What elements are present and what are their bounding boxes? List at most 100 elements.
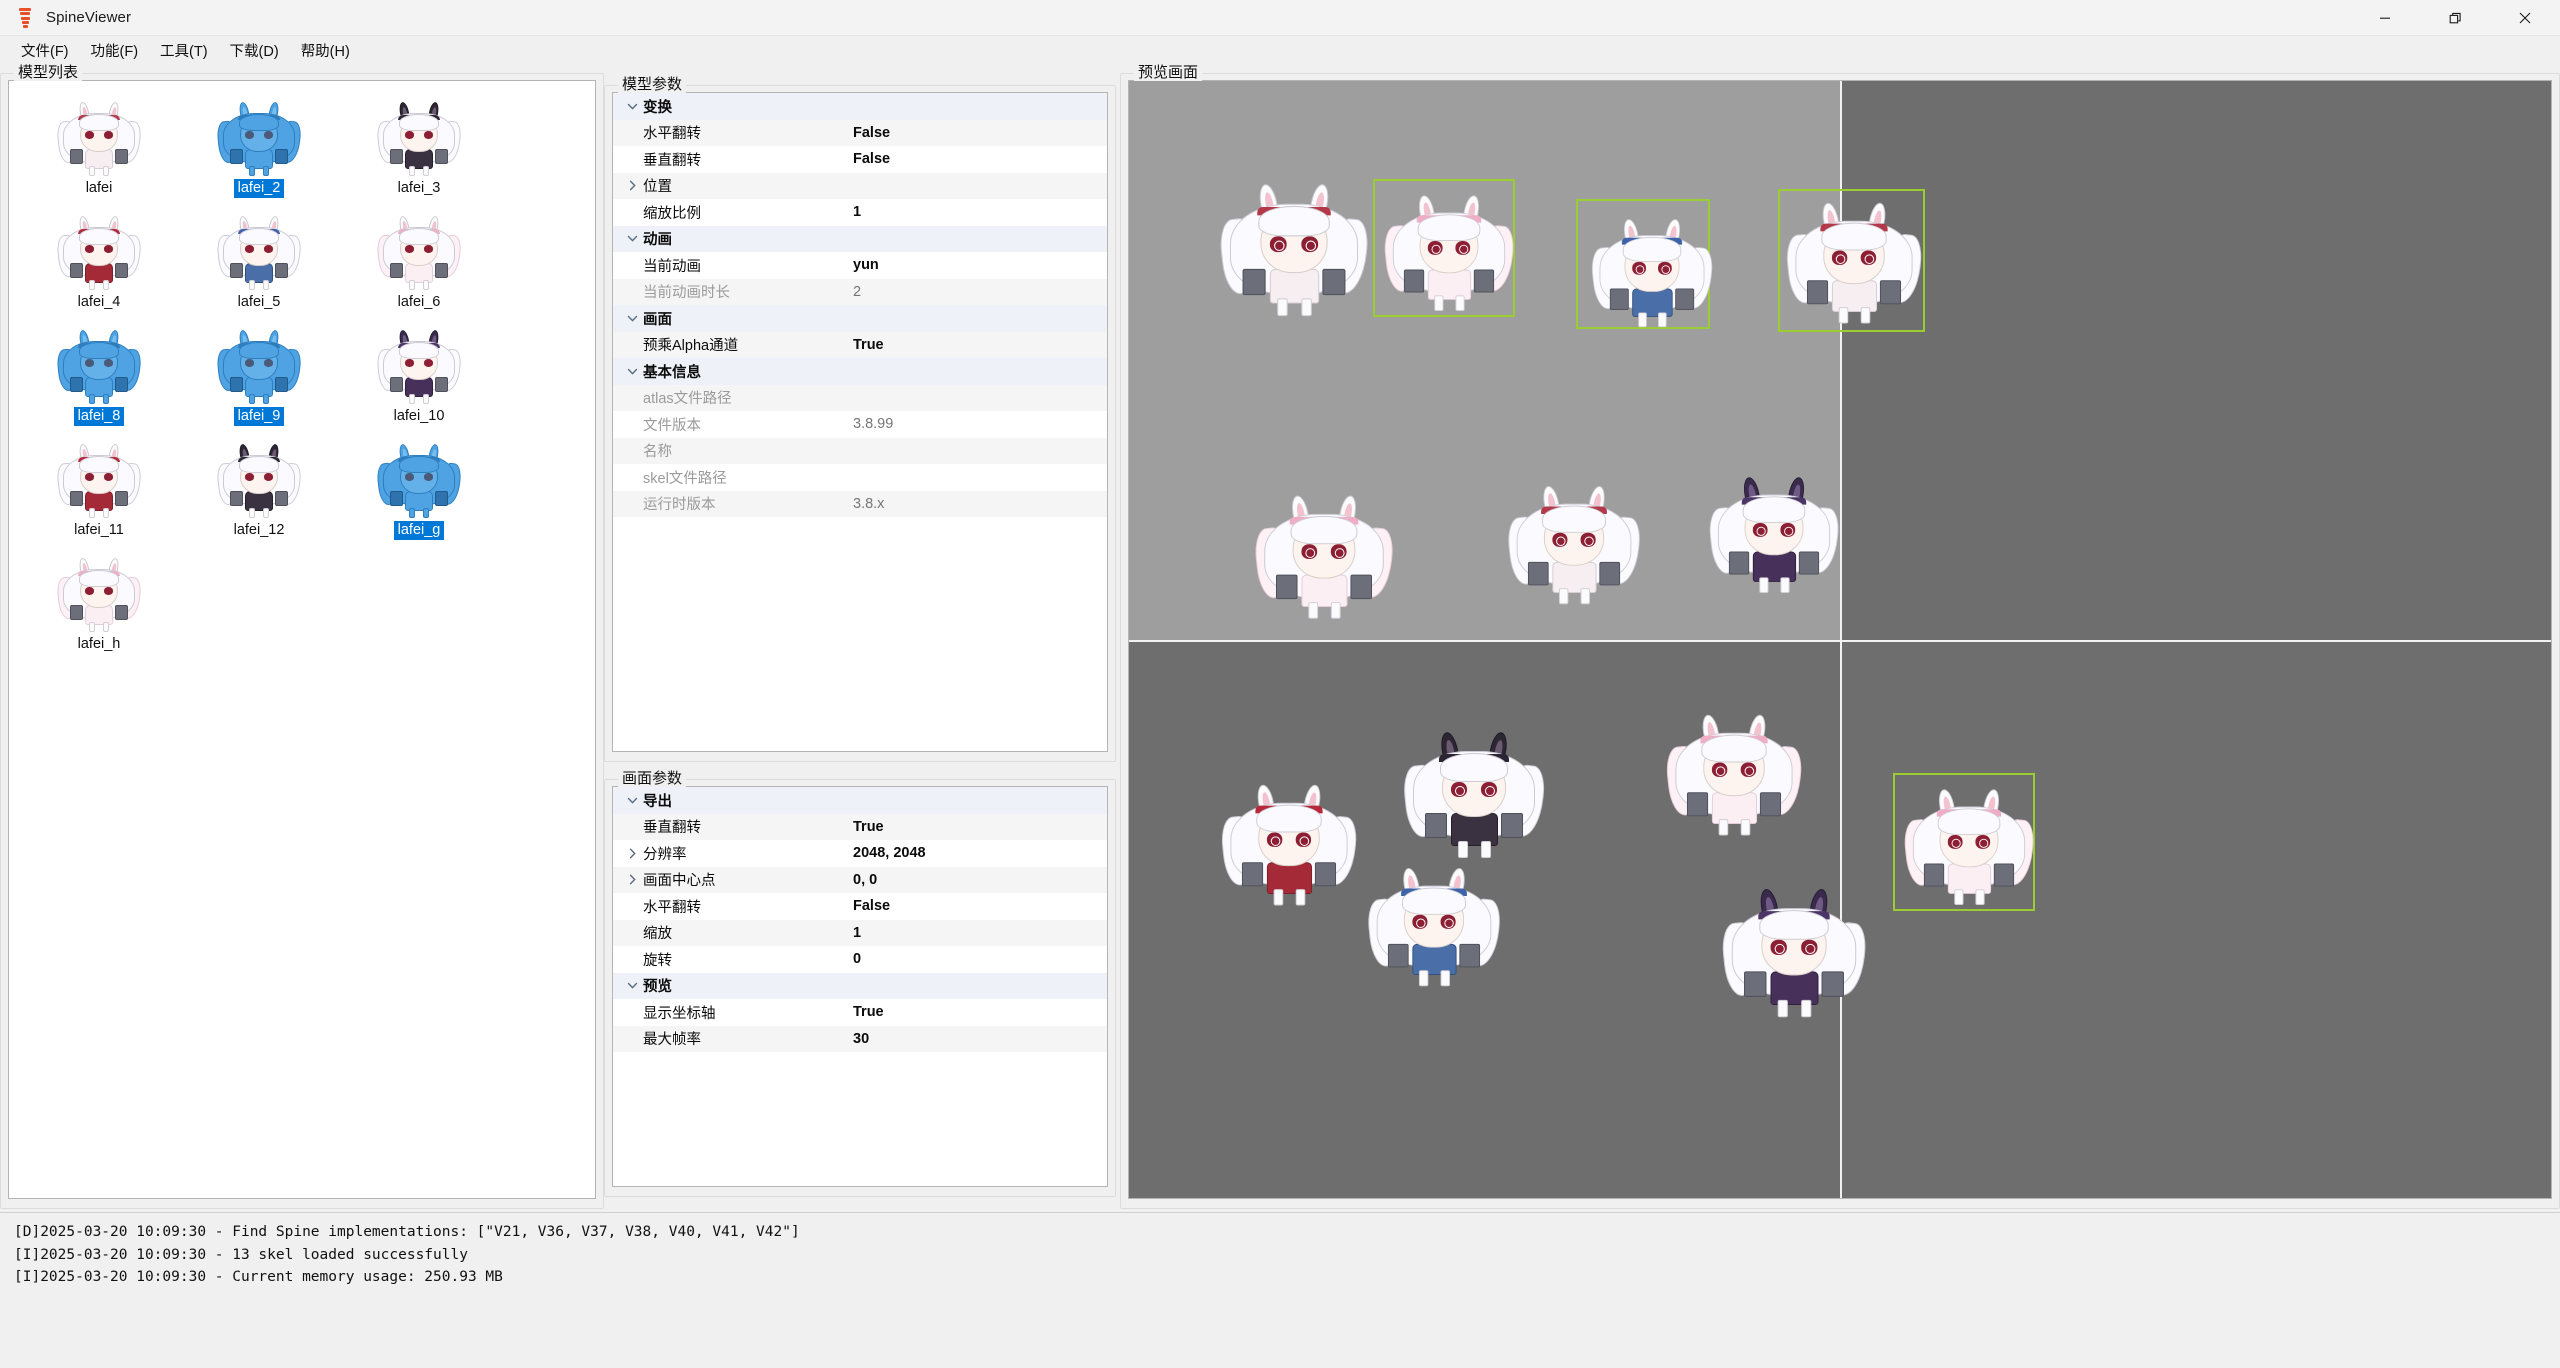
property-group-row[interactable]: 动画: [613, 225, 1107, 252]
model-item-lafei_3[interactable]: lafei_3: [339, 95, 499, 209]
model-thumbnail: [213, 441, 305, 519]
property-group-row[interactable]: 导出: [613, 787, 1107, 814]
property-row[interactable]: 名称: [613, 437, 1107, 464]
model-list-body[interactable]: lafei lafei_2 lafei_3 lafei_4 lafei_5 lafei_6…: [8, 80, 596, 1199]
preview-sprite-11[interactable]: [1664, 713, 1804, 837]
screen-params-tree[interactable]: 导出 垂直翻转 True 分辨率 2048, 2048 画面中心点 0, 0 水平翻转 Fals…: [613, 787, 1107, 1052]
property-row[interactable]: 预乘Alpha通道 True: [613, 331, 1107, 358]
model-thumbnail: [373, 441, 465, 519]
chevron-right-icon[interactable]: [621, 873, 643, 886]
preview-sprite-4[interactable]: [1784, 201, 1924, 325]
property-row[interactable]: 垂直翻转 True: [613, 813, 1107, 840]
character-sprite: [1382, 193, 1516, 312]
property-value: True: [853, 1004, 884, 1021]
preview-sprite-12[interactable]: [1719, 887, 1869, 1019]
property-row[interactable]: 水平翻转 False: [613, 119, 1107, 146]
property-row[interactable]: 缩放比例 1: [613, 199, 1107, 226]
chevron-down-icon[interactable]: [621, 365, 643, 378]
menu-function[interactable]: 功能(F): [90, 43, 139, 60]
property-row[interactable]: 旋转 0: [613, 946, 1107, 973]
property-group-row[interactable]: 变换: [613, 93, 1107, 120]
property-name: 显示坐标轴: [643, 1005, 716, 1022]
model-params-panel: 模型参数 变换 水平翻转 False 垂直翻转 False 位置 缩放比例 1 动画 当前动画 yu…: [604, 76, 1116, 762]
model-params-tree[interactable]: 变换水平翻转 False 垂直翻转 False 位置 缩放比例 1 动画 当前动画 yun 当前动画…: [613, 93, 1107, 517]
model-item-lafei_10[interactable]: lafei_10: [339, 323, 499, 437]
preview-sprite-13[interactable]: [1902, 787, 2036, 906]
character-sprite: [375, 215, 463, 291]
model-item-lafei_9[interactable]: lafei_9: [179, 323, 339, 437]
model-item-label: lafei: [85, 180, 113, 196]
property-name: 当前动画: [643, 258, 701, 275]
property-row[interactable]: 最大帧率 30: [613, 1025, 1107, 1052]
property-row[interactable]: 水平翻转 False: [613, 893, 1107, 920]
model-thumbnail: [213, 327, 305, 405]
preview-sprite-10[interactable]: [1365, 866, 1503, 987]
chevron-down-icon[interactable]: [621, 100, 643, 113]
menu-file[interactable]: 文件(F): [21, 43, 69, 60]
property-row[interactable]: atlas文件路径: [613, 384, 1107, 411]
property-row[interactable]: 画面中心点 0, 0: [613, 866, 1107, 893]
preview-sprite-2[interactable]: [1382, 193, 1516, 312]
character-sprite: [55, 443, 143, 519]
property-row[interactable]: 缩放 1: [613, 919, 1107, 946]
menu-tools[interactable]: 工具(T): [160, 43, 208, 60]
preview-sprite-9[interactable]: [1219, 783, 1359, 907]
property-value: 0: [853, 951, 862, 968]
preview-sprite-8[interactable]: [1401, 730, 1547, 859]
preview-sprite-7[interactable]: [1707, 475, 1841, 594]
property-row[interactable]: 分辨率 2048, 2048: [613, 840, 1107, 867]
chevron-down-icon[interactable]: [621, 312, 643, 325]
character-sprite: [375, 329, 463, 405]
property-value: 1: [853, 204, 862, 221]
menu-help[interactable]: 帮助(H): [300, 43, 350, 60]
close-button[interactable]: [2490, 0, 2560, 36]
log-line: [D]2025-03-20 10:09:30 - Find Spine impl…: [14, 1224, 800, 1240]
model-item-label: lafei_12: [233, 522, 285, 538]
property-row[interactable]: 文件版本 3.8.99: [613, 411, 1107, 438]
restore-button[interactable]: [2420, 0, 2490, 36]
model-item-lafei_5[interactable]: lafei_5: [179, 209, 339, 323]
model-item-lafei_g[interactable]: lafei_g: [339, 437, 499, 551]
property-value: False: [853, 124, 891, 141]
preview-sprite-6[interactable]: [1505, 484, 1643, 605]
property-row[interactable]: 运行时版本 3.8.x: [613, 490, 1107, 517]
chevron-right-icon[interactable]: [621, 847, 643, 860]
model-item-lafei_2[interactable]: lafei_2: [179, 95, 339, 209]
property-row[interactable]: 位置: [613, 172, 1107, 199]
model-item-lafei_4[interactable]: lafei_4: [19, 209, 179, 323]
chevron-right-icon[interactable]: [621, 179, 643, 192]
property-name: atlas文件路径: [643, 391, 732, 408]
property-group-row[interactable]: 基本信息: [613, 358, 1107, 385]
property-value: 3.8.99: [853, 416, 894, 433]
property-row[interactable]: skel文件路径: [613, 464, 1107, 491]
preview-canvas[interactable]: [1129, 81, 2551, 1198]
property-row[interactable]: 垂直翻转 False: [613, 146, 1107, 173]
model-thumbnail: [53, 213, 145, 291]
model-item-lafei[interactable]: lafei: [19, 95, 179, 209]
preview-sprite-5[interactable]: [1252, 494, 1396, 619]
menu-download[interactable]: 下载(D): [229, 43, 279, 60]
chevron-down-icon[interactable]: [621, 979, 643, 992]
property-row[interactable]: 显示坐标轴 True: [613, 999, 1107, 1026]
property-row[interactable]: 当前动画 yun: [613, 252, 1107, 279]
model-item-lafei_12[interactable]: lafei_12: [179, 437, 339, 551]
property-name: 变换: [643, 99, 672, 116]
model-thumbnail: [53, 441, 145, 519]
character-sprite: [1719, 887, 1869, 1019]
property-value: 2048, 2048: [853, 845, 926, 862]
property-row[interactable]: 当前动画时长 2: [613, 278, 1107, 305]
model-item-lafei_6[interactable]: lafei_6: [339, 209, 499, 323]
model-item-lafei_11[interactable]: lafei_11: [19, 437, 179, 551]
property-group-row[interactable]: 预览: [613, 972, 1107, 999]
character-sprite: [1784, 201, 1924, 325]
model-item-lafei_8[interactable]: lafei_8: [19, 323, 179, 437]
chevron-down-icon[interactable]: [621, 794, 643, 807]
preview-sprite-1[interactable]: [1217, 182, 1371, 317]
log-panel[interactable]: [D]2025-03-20 10:09:30 - Find Spine impl…: [0, 1212, 2560, 1368]
preview-sprite-3[interactable]: [1589, 217, 1715, 328]
minimize-button[interactable]: [2350, 0, 2420, 36]
character-sprite: [1902, 787, 2036, 906]
chevron-down-icon[interactable]: [621, 232, 643, 245]
property-group-row[interactable]: 画面: [613, 305, 1107, 332]
model-item-lafei_h[interactable]: lafei_h: [19, 551, 179, 665]
